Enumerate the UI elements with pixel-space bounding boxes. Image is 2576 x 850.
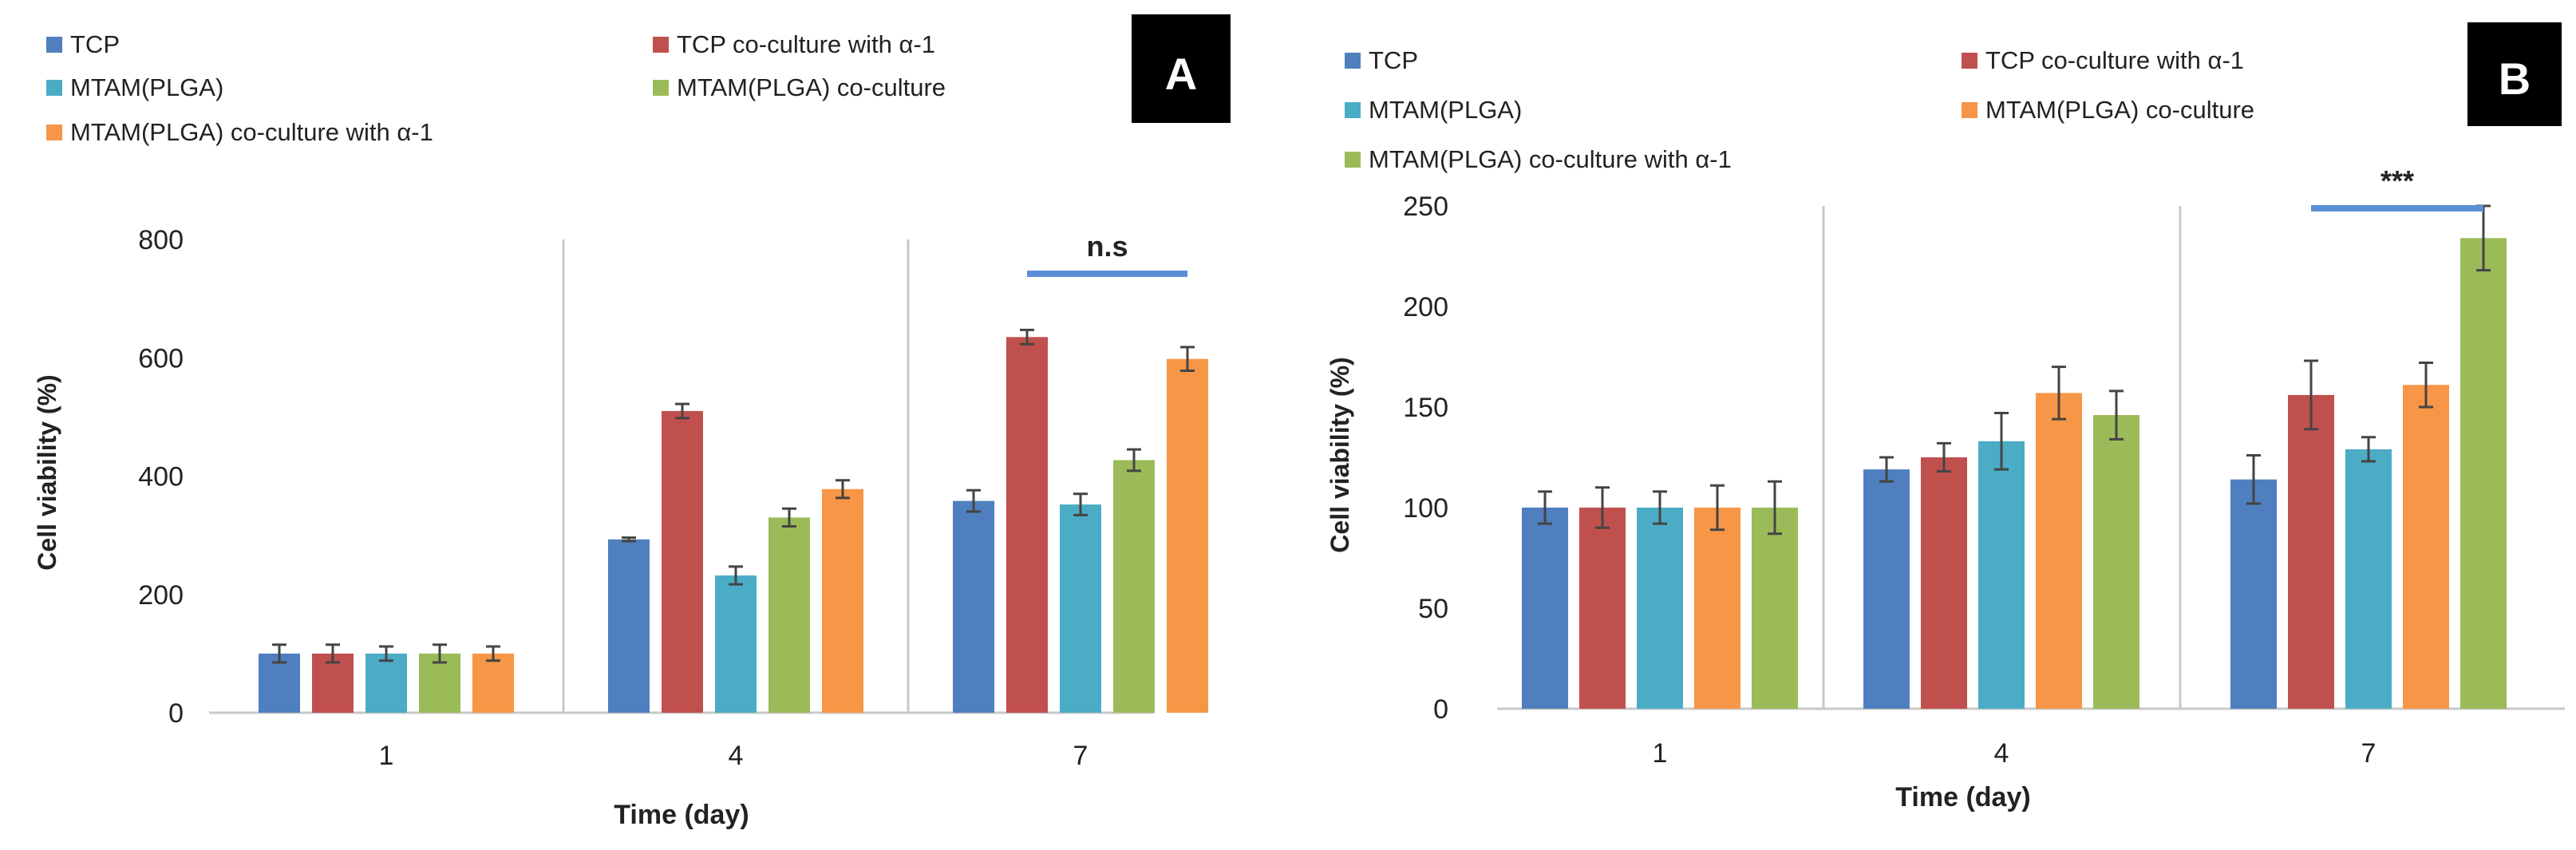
y-tick-label: 0	[1433, 694, 1448, 725]
bar	[822, 488, 863, 713]
legend-swatch	[1345, 53, 1361, 69]
bar	[1978, 441, 2025, 709]
bar	[2403, 385, 2449, 709]
panel-a: TCP TCP co-culture with α-1 MTAM(PLGA) M…	[33, 14, 1231, 830]
legend-label: TCP	[70, 30, 120, 58]
x-axis-label: Time (day)	[614, 800, 749, 830]
legend-swatch	[653, 37, 669, 53]
x-tick-label: 4	[1994, 738, 2009, 769]
bar	[662, 410, 703, 713]
x-tick-label: 7	[2361, 738, 2376, 769]
panel-label-box	[2467, 22, 2562, 126]
legend-swatch	[46, 80, 62, 96]
legend-label: TCP co-culture with α-1	[677, 30, 935, 58]
legend-a-item-4: MTAM(PLGA) co-culture with α-1	[46, 118, 433, 146]
y-tick-label: 600	[138, 343, 184, 374]
bar	[472, 653, 514, 713]
legend-swatch	[653, 80, 669, 96]
bar	[608, 539, 650, 713]
y-tick-label: 400	[138, 462, 184, 492]
panel-label-b: B	[2467, 22, 2562, 126]
bar	[1752, 508, 1798, 709]
panel-b: TCP TCP co-culture with α-1 MTAM(PLGA) M…	[1326, 22, 2565, 812]
panel-label-a: A	[1132, 14, 1231, 123]
legend-a-item-1: TCP co-culture with α-1	[653, 30, 935, 58]
legend-label: MTAM(PLGA) co-culture with α-1	[70, 118, 433, 146]
bar	[2345, 449, 2392, 709]
bar	[1113, 460, 1155, 713]
legend-swatch	[46, 125, 62, 140]
significance-label: ***	[2380, 164, 2414, 197]
legend-a-item-0: TCP	[46, 30, 120, 58]
bar	[1637, 508, 1683, 709]
x-tick-label: 7	[1073, 741, 1088, 771]
y-axis-label: Cell viability (%)	[33, 374, 61, 570]
x-tick-label: 4	[729, 741, 744, 771]
bar	[1060, 504, 1101, 713]
bar	[2036, 393, 2082, 709]
bar	[1694, 508, 1740, 709]
x-tick-label: 1	[379, 741, 394, 771]
legend-label: TCP co-culture with α-1	[1985, 46, 2244, 74]
legend-b-item-2: MTAM(PLGA)	[1345, 96, 1522, 124]
bar	[2230, 479, 2277, 709]
legend-a-item-2: MTAM(PLGA)	[46, 73, 223, 101]
legend-a-item-3: MTAM(PLGA) co-culture	[653, 73, 946, 101]
bar	[2288, 394, 2334, 709]
y-tick-label: 200	[138, 580, 184, 611]
bar	[1167, 358, 1208, 713]
bar	[768, 517, 810, 713]
legend-b-item-3: MTAM(PLGA) co-culture	[1962, 96, 2254, 124]
y-tick-label: 200	[1403, 292, 1448, 322]
bar	[1006, 337, 1048, 713]
bar	[1863, 469, 1910, 709]
legend-swatch	[1345, 102, 1361, 118]
bar	[365, 653, 407, 713]
bar	[1579, 508, 1626, 709]
legend-label: MTAM(PLGA) co-culture	[1985, 96, 2254, 124]
legend-b-item-0: TCP	[1345, 46, 1418, 74]
y-tick-label: 50	[1418, 594, 1448, 624]
x-tick-label: 1	[1653, 738, 1668, 769]
legend-swatch	[46, 37, 62, 53]
legend-b: TCP TCP co-culture with α-1 MTAM(PLGA) M…	[1345, 46, 2254, 173]
bar	[715, 575, 757, 713]
bar	[2093, 415, 2139, 709]
legend-label: MTAM(PLGA) co-culture with α-1	[1369, 145, 1732, 173]
legend-swatch	[1345, 152, 1361, 168]
bar	[2460, 238, 2507, 709]
significance-label: n.s	[1086, 230, 1128, 263]
panel-label-box	[1132, 14, 1231, 123]
panel-label-text: A	[1165, 49, 1197, 99]
legend-label: MTAM(PLGA)	[70, 73, 223, 101]
y-tick-label: 0	[168, 698, 184, 729]
legend-label: MTAM(PLGA)	[1369, 96, 1522, 124]
panel-label-text: B	[2499, 53, 2531, 104]
legend-swatch	[1962, 102, 1977, 118]
bar	[953, 500, 994, 713]
legend-b-item-1: TCP co-culture with α-1	[1962, 46, 2244, 74]
legend-b-item-4: MTAM(PLGA) co-culture with α-1	[1345, 145, 1732, 173]
bar	[1522, 508, 1568, 709]
legend-swatch	[1962, 53, 1977, 69]
legend-a: TCP TCP co-culture with α-1 MTAM(PLGA) M…	[46, 30, 946, 146]
y-axis-label: Cell viability (%)	[1326, 357, 1354, 552]
y-tick-label: 100	[1403, 493, 1448, 524]
legend-label: MTAM(PLGA) co-culture	[677, 73, 946, 101]
y-tick-label: 800	[138, 225, 184, 255]
bar	[1921, 457, 1967, 709]
legend-label: TCP	[1369, 46, 1418, 74]
y-tick-label: 150	[1403, 393, 1448, 423]
plot-area-a: 0 200 400 600 800 1 4 7 n.s	[138, 225, 1208, 771]
x-axis-label: Time (day)	[1895, 782, 2030, 812]
plot-area-b: 0 50 100 150 200 250 1 4 7 ***	[1403, 164, 2507, 769]
y-tick-label: 250	[1403, 192, 1448, 222]
